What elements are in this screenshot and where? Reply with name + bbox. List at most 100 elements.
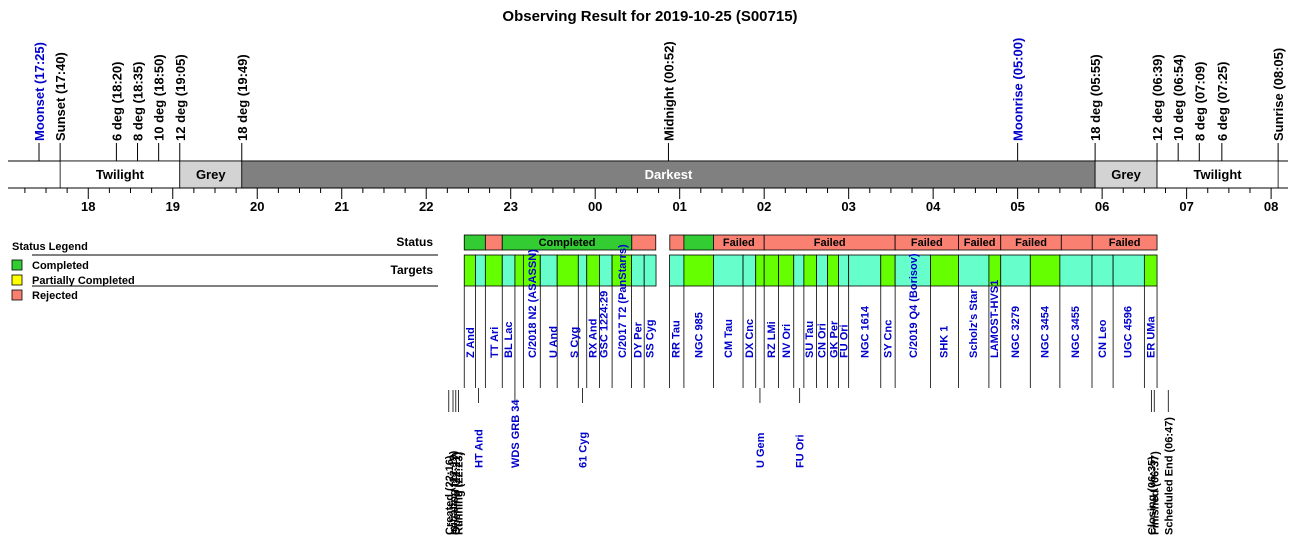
target-block	[1091, 254, 1114, 287]
target-block	[631, 254, 645, 287]
status-segment	[463, 234, 486, 251]
target-label: GK Per	[828, 320, 840, 358]
sky-event-label: Sunset (17:40)	[53, 52, 68, 141]
target-block	[501, 254, 516, 287]
target-block	[880, 254, 896, 287]
target-block	[577, 254, 588, 287]
target-block	[1059, 254, 1093, 287]
target-block	[1000, 254, 1031, 287]
hour-tick-label: 02	[757, 199, 771, 214]
sky-band-twilight	[1156, 160, 1279, 189]
target-block	[803, 254, 817, 287]
target-label: C/2017 T2 (PanStarrs)	[617, 244, 629, 358]
sky-band-label: Twilight	[96, 167, 145, 182]
target-block	[643, 254, 657, 287]
target-block	[1029, 254, 1061, 287]
hour-tick-label: 06	[1095, 199, 1109, 214]
process-event-label: Created (22:16)	[444, 455, 456, 535]
target-label: SU Tau	[804, 321, 816, 358]
target-block	[778, 254, 795, 287]
sky-event-label: 10 deg (06:54)	[1171, 54, 1186, 141]
status-segment-label: Failed	[911, 237, 943, 249]
hour-tick-label: 03	[841, 199, 855, 214]
target-block	[1143, 254, 1158, 287]
legend-swatch-completed	[11, 259, 23, 271]
target-label: RZ LMi	[766, 321, 778, 358]
target-block	[586, 254, 600, 287]
target-label-lower: HT And	[474, 429, 486, 468]
target-block	[755, 254, 765, 287]
target-label: RX And	[588, 319, 600, 358]
target-block	[930, 254, 959, 287]
target-block	[742, 254, 757, 287]
target-label: NGC 3454	[1040, 305, 1052, 358]
hour-tick-label: 19	[166, 199, 180, 214]
process-event-label: Opening (22:21)	[451, 452, 463, 535]
target-label-lower: WDS GRB 34	[510, 399, 522, 468]
status-segment-label: Failed	[814, 237, 846, 249]
targets-row-label: Targets	[391, 263, 434, 277]
target-label-lower: FU Ori	[795, 434, 807, 468]
hour-tick-label: 05	[1010, 199, 1024, 214]
hour-tick-label: 22	[419, 199, 433, 214]
target-label: C/2019 Q4 (Borisov)	[908, 253, 920, 358]
target-label: CM Tau	[723, 319, 735, 358]
target-label: GSC 1224:29	[599, 291, 611, 358]
target-block	[683, 254, 714, 287]
status-segment	[1060, 234, 1093, 251]
target-block	[484, 254, 503, 287]
hour-tick-label: 01	[672, 199, 686, 214]
target-label-lower: U Gem	[755, 432, 767, 468]
sky-event-label: 18 deg (05:55)	[1088, 54, 1103, 141]
chart-title: Observing Result for 2019-10-25 (S00715)	[502, 8, 797, 25]
target-label: SHK 1	[938, 326, 950, 358]
sky-event-label: 6 deg (07:25)	[1215, 62, 1230, 141]
process-event-label: Initiating (22:19)	[448, 450, 460, 535]
sky-band-darkest	[241, 160, 1096, 189]
target-label: DY Per	[632, 321, 644, 358]
target-label: CN Ori	[817, 323, 829, 358]
sky-band-grey	[179, 160, 243, 189]
target-block	[838, 254, 850, 287]
status-row-label: Status	[396, 235, 433, 249]
target-block	[599, 254, 613, 287]
target-label: FU Ori	[839, 324, 851, 358]
status-segment-label: Completed	[539, 237, 596, 249]
sky-band-label: Twilight	[1194, 167, 1243, 182]
sky-event-label: 12 deg (06:39)	[1150, 54, 1165, 141]
status-segment	[1091, 234, 1158, 251]
sky-event-label: 6 deg (18:20)	[109, 62, 124, 141]
target-label-lower: 61 Cyg	[578, 432, 590, 468]
hour-tick-label: 18	[81, 199, 95, 214]
status-segment	[669, 234, 685, 251]
legend-label: Rejected	[32, 290, 78, 302]
hour-tick-label: 23	[503, 199, 517, 214]
sky-band-label: Grey	[1111, 167, 1141, 182]
target-block	[514, 254, 524, 287]
sky-event-label: Moonrise (05:00)	[1011, 38, 1026, 141]
target-block	[793, 254, 805, 287]
target-label: SY Cnc	[883, 320, 895, 358]
status-segment	[631, 234, 657, 251]
process-event-label: Closing (06:35)	[1146, 456, 1158, 535]
legend-swatch-partial	[11, 274, 23, 286]
target-label: CN Leo	[1097, 319, 1109, 358]
target-label: UGC 4596	[1122, 306, 1134, 358]
target-label: NGC 985	[693, 312, 705, 358]
target-block	[463, 254, 476, 287]
target-block	[713, 254, 744, 287]
target-block	[894, 254, 932, 287]
target-label: NGC 3279	[1010, 306, 1022, 358]
sky-event-label: 18 deg (19:49)	[235, 54, 250, 141]
sky-event-label: Moonset (17:25)	[32, 42, 47, 141]
hour-tick-label: 21	[334, 199, 348, 214]
legend-title: Status Legend	[12, 241, 88, 253]
legend-label: Partially Completed	[32, 275, 135, 287]
target-label: DX Cnc	[744, 319, 756, 358]
target-label: NGC 3455	[1070, 306, 1082, 358]
target-block	[848, 254, 882, 287]
status-segment-label: Failed	[723, 237, 755, 249]
target-label: ER UMa	[1145, 316, 1157, 358]
target-label: Z And	[465, 327, 477, 358]
target-block	[539, 254, 558, 287]
